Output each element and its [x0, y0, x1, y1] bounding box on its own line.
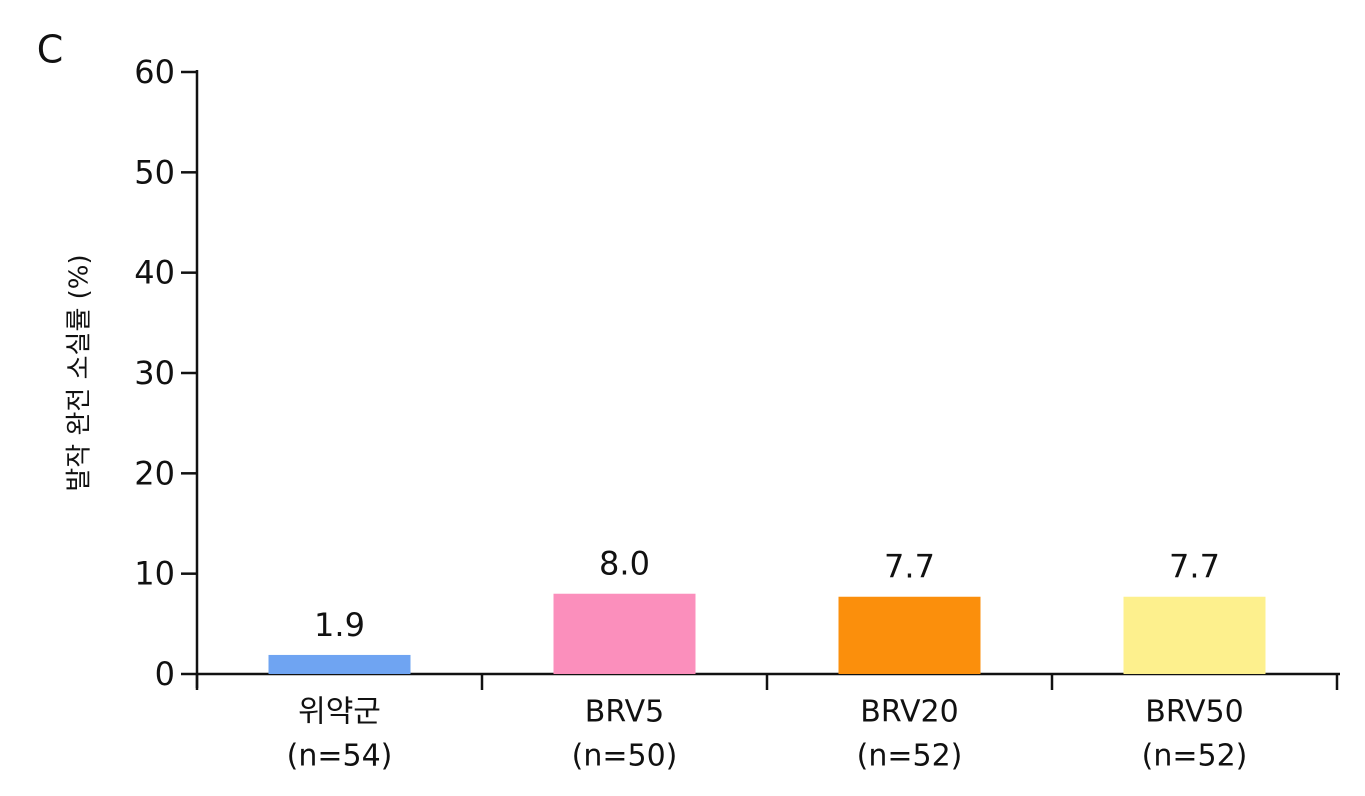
y-tick-label: 0 — [155, 655, 175, 693]
bar — [838, 596, 981, 674]
bar — [553, 593, 696, 674]
x-tick-label: (n=54) — [287, 739, 393, 774]
x-tick-label: 위약군 — [298, 695, 381, 730]
x-tick-label: BRV5 — [585, 695, 664, 730]
x-tick-label: (n=52) — [1142, 739, 1248, 774]
bar — [268, 654, 411, 674]
x-tick-label: BRV20 — [860, 695, 958, 730]
panel-label: C — [37, 28, 64, 72]
x-tick-label: (n=52) — [857, 739, 963, 774]
value-label: 8.0 — [599, 545, 650, 583]
y-tick-label: 60 — [134, 53, 175, 91]
y-tick-label: 40 — [134, 254, 175, 292]
x-tick-label: (n=50) — [572, 739, 678, 774]
y-tick-label: 10 — [134, 555, 175, 593]
bar — [1123, 596, 1266, 674]
y-tick-label: 30 — [134, 354, 175, 392]
value-label: 7.7 — [884, 548, 935, 586]
y-tick-label: 20 — [134, 454, 175, 492]
value-label: 1.9 — [314, 606, 365, 644]
y-tick-label: 50 — [134, 153, 175, 191]
value-label: 7.7 — [1169, 548, 1220, 586]
x-tick-label: BRV50 — [1145, 695, 1243, 730]
y-axis-label: 발작 완전 소실률 (%) — [65, 254, 95, 491]
